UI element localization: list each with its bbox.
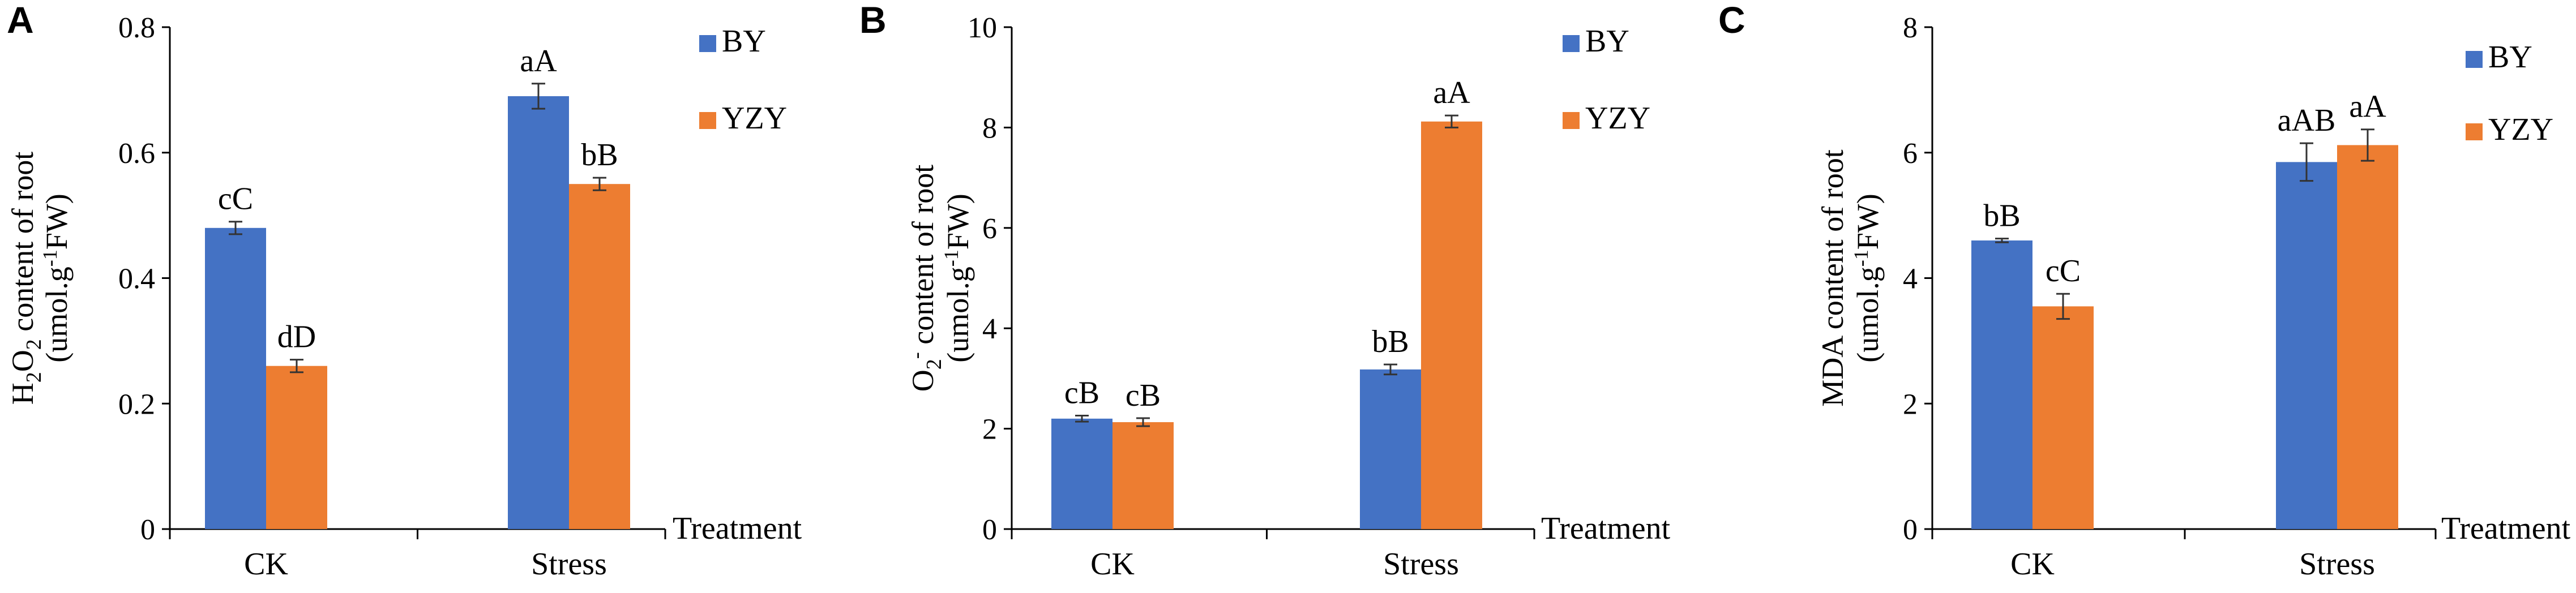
y-axis-title-line2: (umol.g-1FW) bbox=[1850, 194, 1885, 362]
significance-label: aA bbox=[1433, 75, 1470, 110]
bar-yzy bbox=[2337, 145, 2398, 529]
bar-yzy bbox=[2032, 306, 2094, 529]
y-axis-title-line1: O2- content of root bbox=[905, 165, 946, 392]
x-category-label: Stress bbox=[2299, 547, 2375, 582]
y-title-superscript: - bbox=[905, 352, 927, 359]
significance-label: cC bbox=[2046, 253, 2081, 289]
y-title-text: O bbox=[906, 369, 940, 392]
y-axis-title-line2: (umol.g-1FW) bbox=[940, 194, 975, 362]
legend-swatch-by bbox=[2466, 51, 2483, 68]
significance-label: bB bbox=[1983, 199, 2020, 234]
panel-letter: A bbox=[7, 0, 34, 41]
x-axis-title: Treatment bbox=[1541, 511, 1671, 546]
y-title-text: FW) bbox=[941, 194, 975, 250]
y-tick-label: 0 bbox=[140, 514, 155, 546]
y-tick-label: 10 bbox=[968, 12, 997, 44]
significance-label: bB bbox=[1372, 324, 1409, 359]
significance-label: aA bbox=[2349, 89, 2386, 124]
y-title-superscript: -1 bbox=[1850, 250, 1872, 267]
legend-label-yzy: YZY bbox=[722, 101, 787, 136]
legend-swatch-yzy bbox=[699, 112, 716, 129]
panel-letter: C bbox=[1718, 0, 1745, 41]
bar-yzy bbox=[1421, 121, 1482, 530]
y-axis-title-line1: H2O2 content of root bbox=[6, 152, 46, 405]
y-title-subscript: 2 bbox=[922, 359, 946, 369]
y-tick-label: 2 bbox=[982, 414, 997, 446]
y-title-text: (umol.g bbox=[941, 267, 975, 363]
legend-swatch-yzy bbox=[2466, 123, 2483, 140]
significance-label: cB bbox=[1064, 376, 1099, 411]
y-title-text: FW) bbox=[40, 194, 74, 250]
bar-by bbox=[2276, 162, 2337, 530]
legend-label-by: BY bbox=[722, 24, 766, 59]
significance-label: aA bbox=[520, 44, 557, 79]
y-tick-label: 0 bbox=[982, 514, 997, 546]
y-tick-label: 0.2 bbox=[118, 388, 155, 420]
y-tick-label: 0.6 bbox=[118, 137, 155, 170]
legend-label-by: BY bbox=[2488, 40, 2532, 75]
y-tick-label: 0.8 bbox=[118, 12, 155, 44]
y-tick-label: 6 bbox=[1903, 137, 1918, 170]
x-category-label: CK bbox=[2010, 547, 2055, 582]
legend-swatch-by bbox=[1563, 35, 1580, 52]
bar-yzy bbox=[569, 184, 630, 529]
y-title-text: content of root bbox=[906, 165, 940, 352]
y-tick-label: 4 bbox=[982, 313, 997, 345]
legend-swatch-by bbox=[699, 35, 716, 52]
significance-label: cC bbox=[218, 182, 253, 217]
y-axis-title-line1: MDA content of root bbox=[1816, 149, 1850, 406]
bar-by bbox=[1971, 240, 2032, 529]
bar-by bbox=[1360, 369, 1421, 529]
y-tick-label: 0.4 bbox=[118, 263, 155, 295]
y-title-text: MDA content of root bbox=[1816, 149, 1850, 406]
x-category-label: CK bbox=[244, 547, 288, 582]
y-tick-label: 6 bbox=[982, 213, 997, 245]
x-category-label: Stress bbox=[531, 547, 607, 582]
legend-label-yzy: YZY bbox=[1585, 101, 1650, 136]
bar-yzy bbox=[266, 366, 327, 529]
y-tick-label: 2 bbox=[1903, 388, 1918, 420]
y-tick-label: 4 bbox=[1903, 263, 1918, 295]
y-title-text: content of root bbox=[6, 152, 40, 339]
legend-label-yzy: YZY bbox=[2488, 112, 2553, 147]
y-axis-title-line2: (umol.g-1FW) bbox=[38, 194, 74, 362]
y-title-text: H bbox=[6, 383, 40, 405]
bar-by bbox=[508, 96, 569, 529]
y-title-subscript: 2 bbox=[22, 339, 46, 350]
y-title-subscript: 2 bbox=[22, 372, 46, 383]
y-title-text: (umol.g bbox=[1851, 267, 1885, 363]
legend-swatch-yzy bbox=[1563, 112, 1580, 129]
significance-label: dD bbox=[277, 320, 316, 355]
y-tick-label: 0 bbox=[1903, 514, 1918, 546]
x-axis-title: Treatment bbox=[2441, 511, 2571, 546]
x-category-label: CK bbox=[1090, 547, 1135, 582]
x-axis-title: Treatment bbox=[673, 511, 802, 546]
panel-a: A 0 0.2 0.4 0.6 0.8 CK Stress Treatment cC aA BY dD b… bbox=[6, 0, 802, 582]
x-category-label: Stress bbox=[1383, 547, 1459, 582]
y-title-superscript: -1 bbox=[940, 250, 962, 267]
panel-letter: B bbox=[859, 0, 887, 41]
significance-label: aAB bbox=[2278, 103, 2336, 138]
y-tick-label: 8 bbox=[982, 112, 997, 144]
significance-label: cB bbox=[1126, 378, 1161, 413]
y-title-text: O bbox=[6, 350, 40, 372]
significance-label: bB bbox=[581, 137, 618, 173]
panel-c: C 0 2 4 6 8 CK Stress Treatment bB aAB BY cC aA YZY MDA… bbox=[1718, 0, 2571, 582]
legend-label-by: BY bbox=[1585, 24, 1629, 59]
bar-by bbox=[205, 227, 266, 529]
y-tick-label: 8 bbox=[1903, 12, 1918, 44]
bar-by bbox=[1051, 418, 1112, 529]
y-title-text: FW) bbox=[1851, 194, 1885, 250]
bar-yzy bbox=[1112, 422, 1174, 529]
y-title-text: (umol.g bbox=[40, 267, 74, 363]
y-title-superscript: -1 bbox=[38, 250, 61, 267]
